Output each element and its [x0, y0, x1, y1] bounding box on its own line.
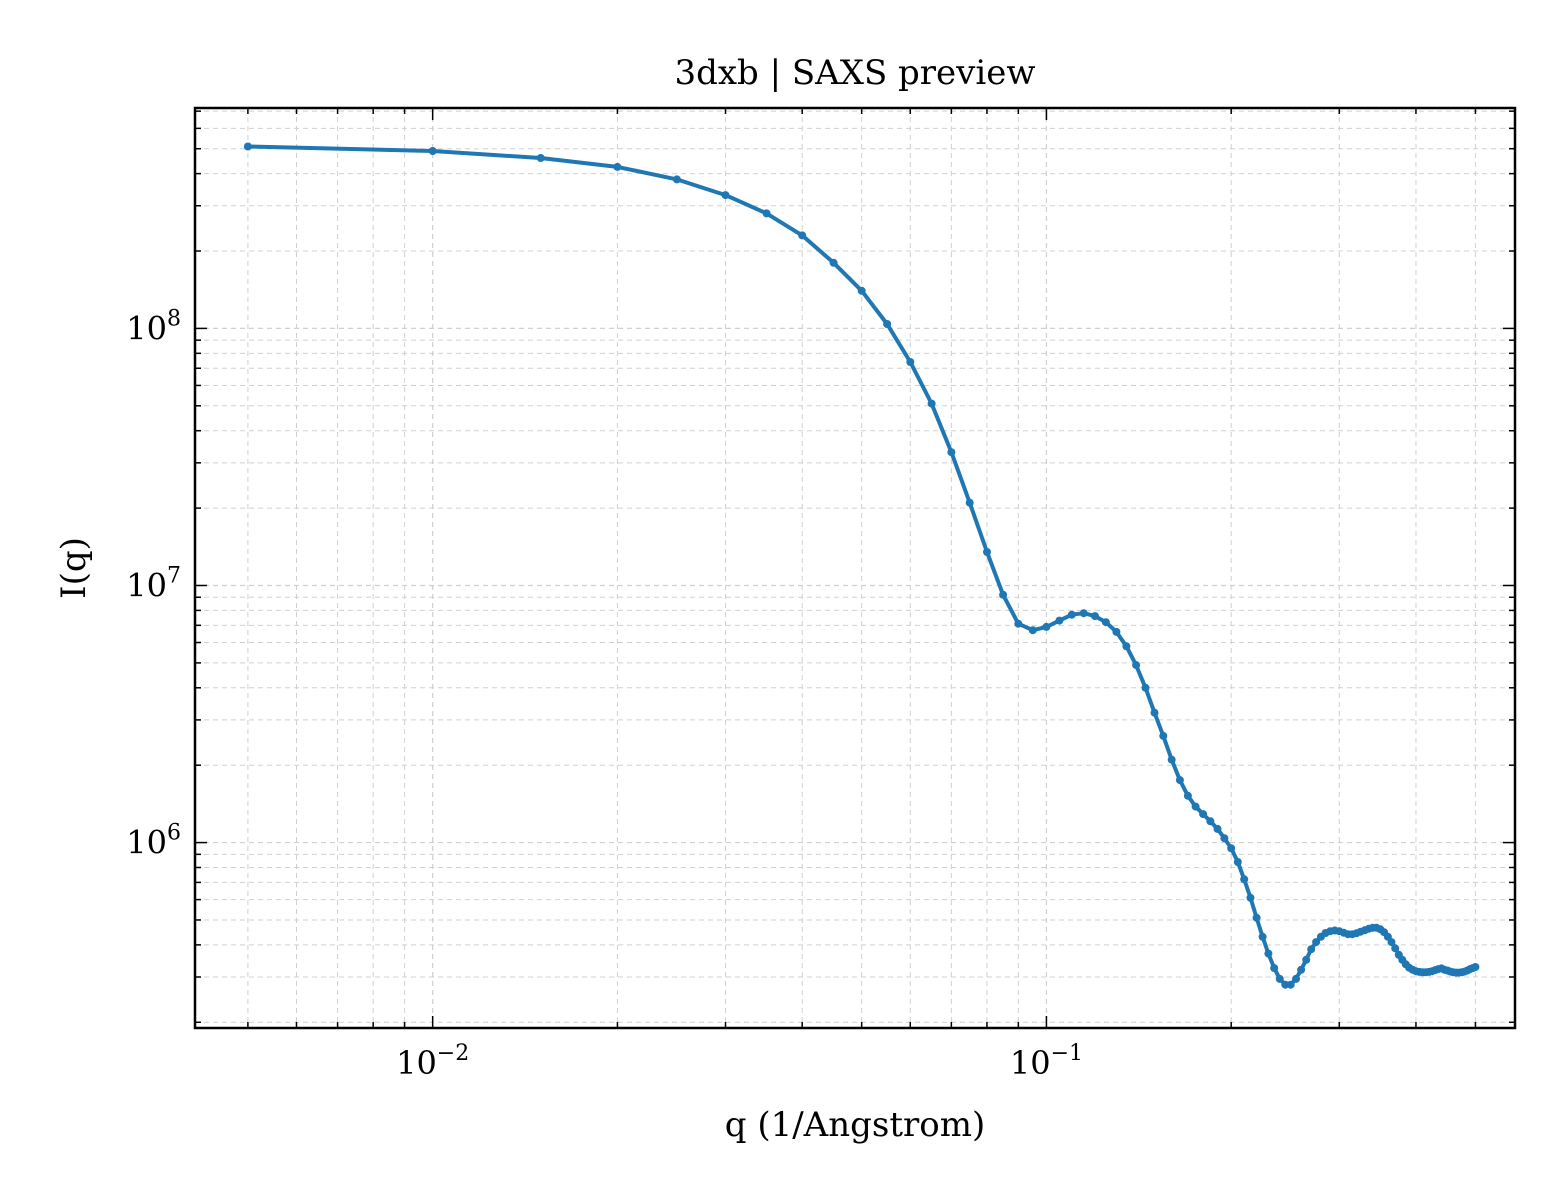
data-point: [1220, 834, 1229, 843]
data-point: [927, 399, 936, 408]
data-point: [1042, 622, 1051, 631]
data-point: [1150, 708, 1159, 717]
data-point: [1270, 964, 1279, 973]
data-point: [857, 286, 866, 295]
data-point: [1307, 945, 1316, 954]
data-point: [1275, 974, 1284, 983]
data-point: [1292, 974, 1300, 983]
y-tick-label: 108: [126, 306, 181, 347]
data-point: [1240, 875, 1249, 884]
data-point: [1387, 938, 1396, 947]
x-axis-label: q (1/Angstrom): [725, 1105, 985, 1145]
data-point: [762, 209, 771, 218]
data-point: [983, 548, 991, 556]
plot-frame: [193, 106, 1517, 1030]
data-point: [1014, 619, 1023, 628]
data-point: [1264, 949, 1273, 958]
y-tick-label: 106: [126, 821, 181, 862]
data-point: [829, 258, 838, 267]
data-point: [1079, 609, 1088, 618]
data-point: [1101, 618, 1110, 627]
data-point: [1183, 791, 1192, 800]
y-tick-label: 107: [126, 563, 181, 604]
data-point: [1122, 642, 1131, 651]
data-point: [1199, 810, 1208, 819]
data-point: [1028, 626, 1037, 635]
data-point: [1391, 944, 1400, 953]
data-point: [1141, 683, 1150, 692]
data-point: [798, 231, 807, 240]
data-point: [906, 358, 915, 366]
data-point: [672, 175, 681, 184]
data-point: [613, 162, 622, 171]
data-point: [947, 448, 956, 457]
data-point: [1246, 893, 1255, 902]
data-point: [1167, 755, 1176, 764]
data-point: [243, 142, 252, 151]
data-point: [1286, 980, 1295, 989]
x-tick-label: 10−1: [1010, 1041, 1083, 1082]
data-point: [1067, 610, 1076, 619]
data-point: [1055, 616, 1064, 625]
data-point: [536, 154, 545, 162]
data-point: [1213, 824, 1222, 833]
data-point: [1252, 913, 1261, 922]
data-point: [1471, 963, 1480, 971]
data-point: [1159, 731, 1168, 740]
data-point: [428, 147, 437, 155]
data-point: [1191, 802, 1200, 811]
tick-layer: 10−2 10−1 106 107 108: [126, 108, 1515, 1082]
data-point: [1112, 627, 1121, 636]
data-point: [883, 320, 892, 328]
data-point: [1302, 955, 1311, 964]
y-axis-label: I(q): [54, 537, 94, 599]
data-point: [721, 191, 730, 200]
data-point: [1258, 932, 1267, 941]
data-point: [1206, 817, 1215, 826]
data-point: [1227, 844, 1236, 853]
data-point: [1175, 776, 1184, 785]
chart-title: 3dxb | SAXS preview: [674, 53, 1035, 93]
data-point: [1312, 938, 1321, 947]
data-point: [1132, 661, 1141, 670]
x-tick-label: 10−2: [396, 1041, 469, 1082]
data-point: [999, 590, 1008, 599]
data-point: [1091, 612, 1099, 621]
data-point: [1297, 965, 1306, 974]
data-point: [1233, 858, 1242, 866]
data-point: [965, 498, 974, 507]
series-layer: [243, 142, 1480, 989]
grid-layer: [195, 108, 1515, 1028]
